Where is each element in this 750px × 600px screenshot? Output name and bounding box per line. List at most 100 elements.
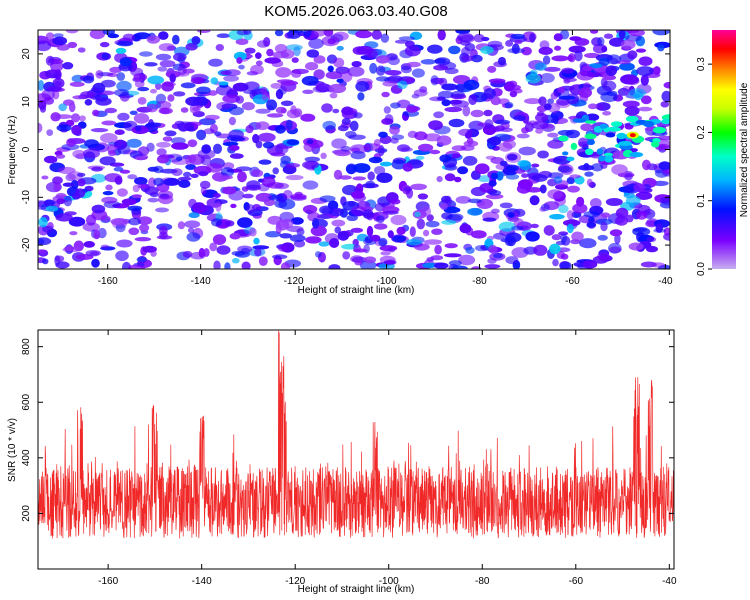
heatmap-cell bbox=[362, 209, 374, 220]
heatmap-cell bbox=[480, 46, 494, 55]
heatmap-cell bbox=[336, 45, 344, 51]
heatmap-cell bbox=[229, 153, 244, 159]
heatmap-cell bbox=[586, 222, 596, 228]
heatmap-cell bbox=[531, 163, 540, 168]
heatmap-cell bbox=[69, 81, 85, 87]
x-tick-label: -160 bbox=[98, 276, 118, 287]
heatmap-cell bbox=[403, 186, 413, 192]
heatmap-cell bbox=[431, 228, 443, 235]
heatmap-cell bbox=[499, 202, 513, 209]
heatmap-cell bbox=[543, 103, 552, 111]
heatmap-cell bbox=[584, 171, 594, 177]
heatmap-cell bbox=[45, 32, 55, 40]
heatmap-cell bbox=[322, 120, 337, 131]
heatmap-cell bbox=[661, 90, 670, 102]
heatmap-cell bbox=[502, 139, 516, 149]
spectrogram-cells bbox=[38, 30, 670, 269]
heatmap-cell bbox=[93, 229, 100, 240]
heatmap-cell bbox=[100, 79, 116, 88]
heatmap-cell bbox=[530, 223, 539, 229]
heatmap-cell bbox=[72, 149, 86, 159]
heatmap-cell bbox=[571, 231, 584, 242]
heatmap-cell bbox=[113, 166, 124, 172]
heatmap-cell bbox=[436, 135, 452, 146]
heatmap-cell bbox=[177, 221, 185, 230]
heatmap-cell bbox=[516, 133, 530, 139]
heatmap-cell bbox=[304, 156, 320, 163]
heatmap-cell bbox=[244, 47, 256, 54]
heatmap-cell bbox=[280, 100, 294, 107]
heatmap-cell bbox=[529, 195, 540, 206]
heatmap-cell bbox=[579, 238, 597, 249]
heatmap-cell bbox=[302, 160, 319, 169]
heatmap-cell bbox=[185, 154, 192, 166]
heatmap-cell bbox=[568, 45, 586, 53]
heatmap-cell bbox=[525, 73, 541, 84]
heatmap-cell bbox=[551, 55, 569, 62]
heatmap-cell bbox=[406, 239, 422, 246]
heatmap-cell bbox=[45, 205, 59, 212]
heatmap-cell bbox=[208, 90, 218, 96]
heatmap-cell bbox=[90, 128, 109, 133]
heatmap-cell bbox=[213, 143, 222, 154]
heatmap-cell bbox=[313, 69, 325, 80]
heatmap-cell bbox=[521, 46, 532, 56]
heatmap-cell bbox=[350, 151, 366, 160]
heatmap-cell bbox=[558, 95, 576, 100]
heatmap-cell bbox=[537, 150, 549, 159]
heatmap-cell bbox=[266, 48, 274, 57]
y-tick-label: 200 bbox=[21, 505, 32, 522]
heatmap-cell bbox=[351, 206, 367, 217]
heatmap-cell bbox=[264, 57, 282, 64]
heatmap-cell bbox=[572, 203, 588, 214]
heatmap-cell bbox=[169, 73, 176, 83]
heatmap-cell bbox=[256, 40, 270, 48]
heatmap-cell bbox=[493, 253, 503, 259]
heatmap-cell bbox=[494, 119, 511, 125]
heatmap-cell bbox=[133, 32, 151, 40]
heatmap-cell bbox=[275, 144, 289, 155]
heatmap-cell bbox=[444, 173, 456, 182]
heatmap-cell bbox=[214, 131, 222, 136]
heatmap-cell bbox=[328, 207, 345, 217]
heatmap-cell bbox=[570, 142, 578, 150]
heatmap-cell bbox=[114, 139, 128, 149]
heatmap-cell bbox=[390, 137, 399, 144]
heatmap-cell bbox=[39, 105, 47, 113]
heatmap-cell bbox=[222, 186, 237, 195]
heatmap-cell bbox=[542, 55, 551, 65]
heatmap-cell bbox=[568, 53, 576, 63]
heatmap-cell bbox=[366, 225, 374, 237]
heatmap-cell bbox=[208, 58, 223, 67]
heatmap-cell bbox=[615, 207, 629, 219]
heatmap-cell bbox=[116, 188, 128, 197]
heatmap-cell bbox=[228, 106, 244, 116]
heatmap-cell bbox=[601, 212, 611, 218]
heatmap-cell bbox=[448, 260, 462, 267]
heatmap-cell bbox=[262, 141, 275, 149]
heatmap-cell bbox=[257, 132, 276, 142]
heatmap-cell bbox=[657, 135, 670, 141]
heatmap-cell bbox=[597, 104, 604, 111]
x-tick-label: -100 bbox=[379, 576, 399, 587]
heatmap-cell bbox=[115, 250, 129, 262]
heatmap-cell bbox=[597, 252, 610, 261]
heatmap-cell bbox=[277, 244, 288, 252]
heatmap-cell bbox=[638, 56, 653, 66]
heatmap-cell bbox=[164, 130, 177, 137]
colorbar-tick-label: 0.1 bbox=[696, 193, 707, 207]
heatmap-cell bbox=[505, 173, 520, 180]
heatmap-cell bbox=[588, 103, 598, 110]
heatmap-cell bbox=[50, 61, 64, 72]
heatmap-cell bbox=[286, 139, 299, 146]
heatmap-cell bbox=[406, 61, 421, 68]
heatmap-cell bbox=[483, 88, 496, 99]
heatmap-cell bbox=[107, 144, 116, 155]
heatmap-cell bbox=[559, 261, 572, 269]
heatmap-cell bbox=[147, 197, 159, 203]
heatmap-cell bbox=[147, 75, 165, 85]
heatmap-cell bbox=[126, 138, 142, 148]
heatmap-cell bbox=[562, 219, 581, 227]
heatmap-cell bbox=[249, 227, 257, 237]
heatmap-cell bbox=[604, 155, 614, 163]
